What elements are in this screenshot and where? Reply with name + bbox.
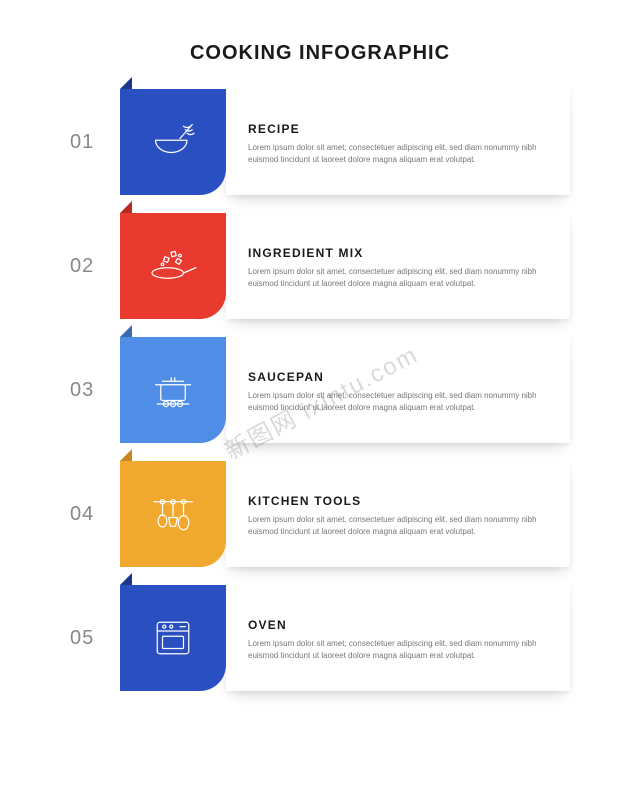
step-heading: KITCHEN TOOLS bbox=[248, 494, 552, 508]
step-number: 04 bbox=[70, 461, 120, 567]
card-fold bbox=[120, 573, 132, 585]
step-body: Lorem ipsum dolor sit amet, consectetuer… bbox=[248, 266, 552, 289]
steps-list: 01 RECIPE Lorem ipsum dolor sit amet, co… bbox=[0, 89, 640, 691]
step-body: Lorem ipsum dolor sit amet, consectetuer… bbox=[248, 514, 552, 537]
step-heading: SAUCEPAN bbox=[248, 370, 552, 384]
oven-icon bbox=[145, 610, 201, 666]
step-heading: OVEN bbox=[248, 618, 552, 632]
ingredient-icon bbox=[145, 238, 201, 294]
step-oven: 05 OVEN Lorem ipsum dolor sit amet, cons… bbox=[70, 585, 570, 691]
step-number: 05 bbox=[70, 585, 120, 691]
icon-card bbox=[120, 213, 226, 319]
step-heading: INGREDIENT MIX bbox=[248, 246, 552, 260]
card-fold bbox=[120, 77, 132, 89]
card-fold bbox=[120, 449, 132, 461]
page-title: COOKING INFOGRAPHIC bbox=[0, 0, 640, 89]
saucepan-icon bbox=[145, 362, 201, 418]
step-number: 01 bbox=[70, 89, 120, 195]
step-body: Lorem ipsum dolor sit amet, consectetuer… bbox=[248, 390, 552, 413]
step-saucepan: 03 SAUCEPAN Lorem ipsum dolor sit amet, … bbox=[70, 337, 570, 443]
icon-card bbox=[120, 585, 226, 691]
step-text: SAUCEPAN Lorem ipsum dolor sit amet, con… bbox=[226, 337, 570, 443]
step-recipe: 01 RECIPE Lorem ipsum dolor sit amet, co… bbox=[70, 89, 570, 195]
step-body: Lorem ipsum dolor sit amet, consectetuer… bbox=[248, 142, 552, 165]
step-number: 03 bbox=[70, 337, 120, 443]
step-tools: 04 KITCHEN TOOLS Lorem i bbox=[70, 461, 570, 567]
step-text: INGREDIENT MIX Lorem ipsum dolor sit ame… bbox=[226, 213, 570, 319]
tools-icon bbox=[145, 486, 201, 542]
step-heading: RECIPE bbox=[248, 122, 552, 136]
step-number: 02 bbox=[70, 213, 120, 319]
step-body: Lorem ipsum dolor sit amet, consectetuer… bbox=[248, 638, 552, 661]
icon-card bbox=[120, 89, 226, 195]
icon-card bbox=[120, 337, 226, 443]
recipe-icon bbox=[145, 114, 201, 170]
step-text: RECIPE Lorem ipsum dolor sit amet, conse… bbox=[226, 89, 570, 195]
icon-card bbox=[120, 461, 226, 567]
card-fold bbox=[120, 325, 132, 337]
step-ingredient: 02 INGREDIENT MIX Lorem ipsum dolor sit … bbox=[70, 213, 570, 319]
step-text: OVEN Lorem ipsum dolor sit amet, consect… bbox=[226, 585, 570, 691]
card-fold bbox=[120, 201, 132, 213]
step-text: KITCHEN TOOLS Lorem ipsum dolor sit amet… bbox=[226, 461, 570, 567]
